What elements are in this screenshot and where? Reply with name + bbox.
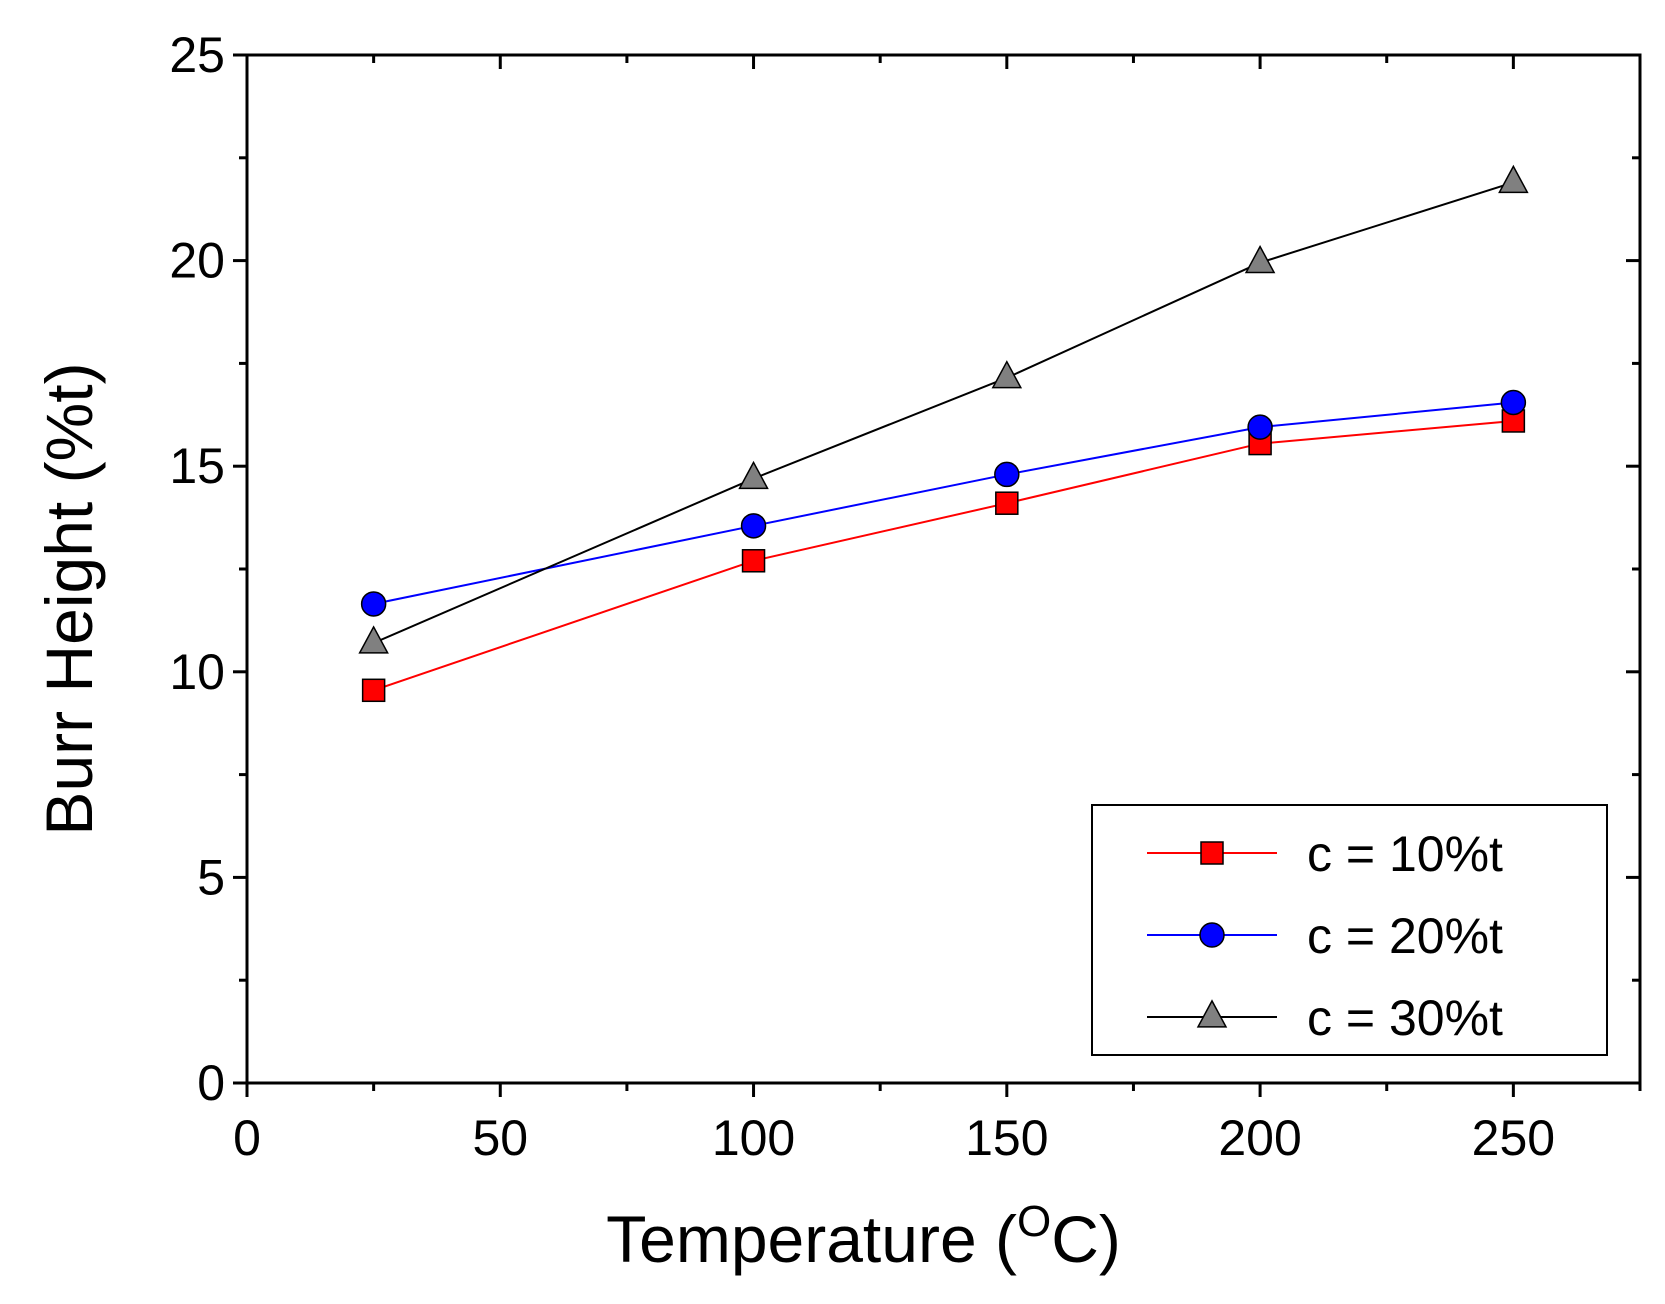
x-tick-label: 150: [965, 1110, 1048, 1166]
legend-box: [1091, 804, 1608, 1056]
data-point: [1500, 389, 1527, 416]
tick-labels: 0 50 100 150 200 250 0 5 10 15 20 25: [169, 27, 1555, 1166]
x-tick-label: 0: [233, 1110, 261, 1166]
series-layer: [358, 164, 1529, 703]
legend-marker: [1199, 922, 1225, 948]
y-tick-label: 15: [169, 438, 225, 494]
legend-marker: [1196, 999, 1228, 1028]
series-line: [373, 181, 1514, 644]
series-line: [373, 419, 1514, 692]
legend-entry: c = 10%t: [1147, 826, 1503, 882]
data-point: [1247, 414, 1273, 440]
x-tick-label: 100: [712, 1110, 795, 1166]
data-point: [740, 513, 767, 539]
x-axis-title-main: Temperature (: [606, 1202, 1017, 1276]
y-tick-label: 20: [169, 233, 225, 289]
y-axis-title: Burr Height (%t): [32, 362, 106, 835]
x-tick-label: 200: [1218, 1110, 1301, 1166]
y-tick-label: 5: [197, 849, 225, 905]
data-point: [360, 591, 387, 617]
legend-label: c = 30%t: [1307, 990, 1503, 1046]
data-point: [1244, 244, 1276, 274]
plot-frame: [245, 53, 1642, 1085]
y-tick-label: 0: [197, 1055, 225, 1111]
legend-marker: [1200, 841, 1224, 865]
data-point: [1498, 164, 1529, 194]
data-point: [738, 460, 769, 490]
x-tick-label: 50: [472, 1110, 528, 1166]
legend-label: c = 20%t: [1307, 908, 1503, 964]
data-point: [991, 360, 1023, 389]
legend: c = 10%t c = 20%t c = 30%t: [1091, 804, 1608, 1056]
series-2: [360, 389, 1527, 617]
series-1: [361, 409, 1526, 703]
data-point: [358, 625, 389, 654]
series-line: [373, 401, 1514, 605]
x-axis-title: Temperature (OC): [606, 1197, 1121, 1276]
x-axis-title-end: C): [1051, 1202, 1121, 1276]
x-tick-label: 250: [1472, 1110, 1555, 1166]
data-point: [995, 491, 1019, 515]
data-point: [361, 678, 386, 703]
data-point: [994, 461, 1020, 488]
y-tick-label: 25: [169, 27, 225, 83]
legend-label: c = 10%t: [1307, 826, 1503, 882]
legend-entry: c = 30%t: [1147, 990, 1503, 1046]
x-axis-title-sup: O: [1017, 1197, 1051, 1246]
y-tick-label: 10: [169, 644, 225, 700]
series-3: [358, 164, 1529, 654]
data-point: [741, 549, 766, 573]
legend-entry: c = 20%t: [1147, 908, 1503, 964]
